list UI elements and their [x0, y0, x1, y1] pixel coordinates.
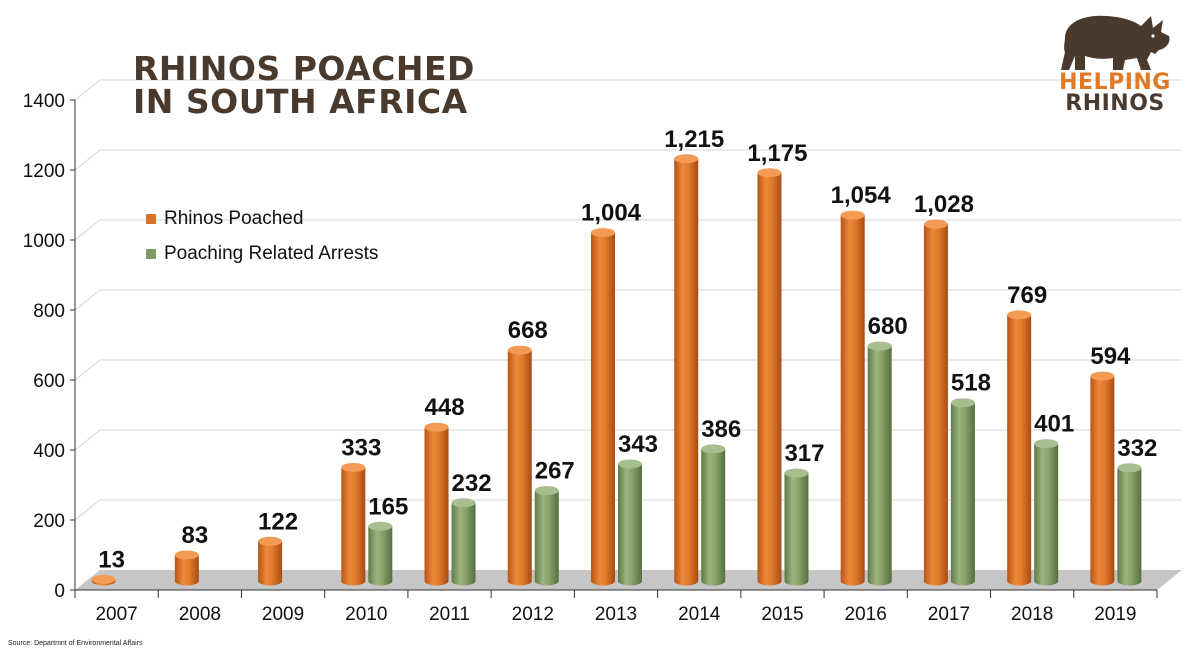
data-label-arrests: 343 [618, 431, 658, 458]
data-label-poached: 448 [425, 394, 465, 421]
data-label-poached: 1,028 [914, 191, 974, 218]
data-label-poached: 1,054 [831, 182, 892, 209]
y-tick-label: 1400 [23, 91, 65, 112]
x-tick-label: 2011 [429, 604, 470, 625]
x-tick-label: 2015 [761, 604, 803, 625]
gridline-side [74, 79, 101, 101]
rhino-icon [1061, 15, 1170, 71]
bar-poached [507, 345, 532, 586]
data-label-poached: 333 [341, 434, 381, 461]
data-label-poached: 668 [508, 317, 548, 344]
bar-arrests [451, 498, 476, 586]
bar-arrests [701, 444, 726, 586]
bar-poached [923, 219, 948, 586]
bar-poached [1090, 371, 1115, 586]
y-tick-label: 200 [33, 511, 65, 532]
data-label-poached: 769 [1007, 282, 1047, 309]
y-tick-label: 1200 [23, 161, 65, 182]
data-label-arrests: 680 [868, 313, 908, 340]
data-label-poached: 122 [258, 508, 298, 535]
data-label-poached: 1,004 [581, 200, 642, 227]
x-tick-label: 2010 [345, 604, 387, 625]
y-tick-label: 400 [33, 441, 65, 462]
data-label-arrests: 518 [951, 370, 991, 397]
data-label-poached: 594 [1090, 343, 1131, 370]
data-label-arrests: 165 [368, 493, 408, 520]
bar-poached [757, 168, 782, 586]
y-tick-label: 0 [54, 581, 65, 602]
x-tick-label: 2019 [1094, 604, 1136, 625]
data-label-arrests: 386 [701, 416, 741, 443]
x-tick-label: 2013 [595, 604, 637, 625]
bar-poached [591, 228, 615, 586]
gridline-side [74, 289, 101, 311]
data-label-arrests: 267 [535, 458, 575, 485]
legend-item-arrests: Poaching Related Arrests [146, 243, 378, 265]
logo-word-rhinos: RHINOS [1065, 91, 1165, 116]
bar-poached [258, 536, 283, 586]
bar-poached [674, 154, 699, 586]
legend-swatch-poached [146, 214, 156, 224]
bar-poached [174, 550, 199, 586]
gridline-side [74, 499, 101, 521]
bar-arrests [534, 486, 559, 586]
x-tick-label: 2017 [928, 604, 970, 625]
data-label-poached: 1,215 [664, 126, 724, 153]
gridline-side [74, 149, 101, 171]
chart-title-line-1: RHINOS POACHED [133, 49, 475, 88]
y-tick-label: 600 [33, 371, 65, 392]
bar-arrests [368, 521, 393, 586]
bar-poached [424, 422, 449, 586]
x-tick-label: 2018 [1011, 604, 1053, 625]
bar-arrests [1034, 439, 1059, 586]
legend-label-arrests: Poaching Related Arrests [164, 243, 379, 264]
data-label-poached: 1,175 [747, 140, 807, 167]
data-label-arrests: 317 [784, 440, 824, 467]
helping-rhinos-logo: HELPING RHINOS [1055, 8, 1175, 118]
source-note: Source: Departmnt of Environmental Affai… [8, 640, 143, 647]
bar-arrests [1117, 463, 1142, 586]
bar-poached [91, 574, 116, 586]
x-tick-label: 2008 [179, 604, 221, 625]
y-tick-label: 800 [33, 301, 65, 322]
bar-poached [1007, 310, 1032, 586]
bar-arrests [867, 341, 892, 586]
gridline-side [74, 219, 101, 241]
data-label-poached: 13 [98, 546, 125, 573]
x-tick-label: 2014 [678, 604, 721, 625]
data-label-arrests: 332 [1117, 435, 1157, 462]
legend-label-poached: Rhinos Poached [164, 208, 304, 229]
bar-poached [341, 462, 366, 586]
y-tick-label: 1000 [23, 231, 65, 252]
bar-arrests [618, 459, 642, 586]
bar-arrests [950, 398, 975, 586]
data-label-arrests: 401 [1034, 411, 1074, 438]
x-tick-label: 2016 [845, 604, 887, 625]
x-tick-label: 2007 [95, 604, 137, 625]
x-tick-label: 2009 [262, 604, 304, 625]
legend-item-poached: Rhinos Poached [146, 208, 303, 230]
gridline-side [74, 429, 101, 451]
data-label-poached: 83 [181, 522, 208, 549]
bar-poached [840, 210, 865, 586]
gridline-side [74, 359, 101, 381]
chart-title-line-2: IN SOUTH AFRICA [133, 82, 468, 121]
x-tick-label: 2012 [512, 604, 554, 625]
bar-arrests [784, 468, 809, 586]
legend-swatch-arrests [146, 249, 156, 259]
logo-word-helping: HELPING [1059, 70, 1171, 95]
data-label-arrests: 232 [452, 470, 492, 497]
